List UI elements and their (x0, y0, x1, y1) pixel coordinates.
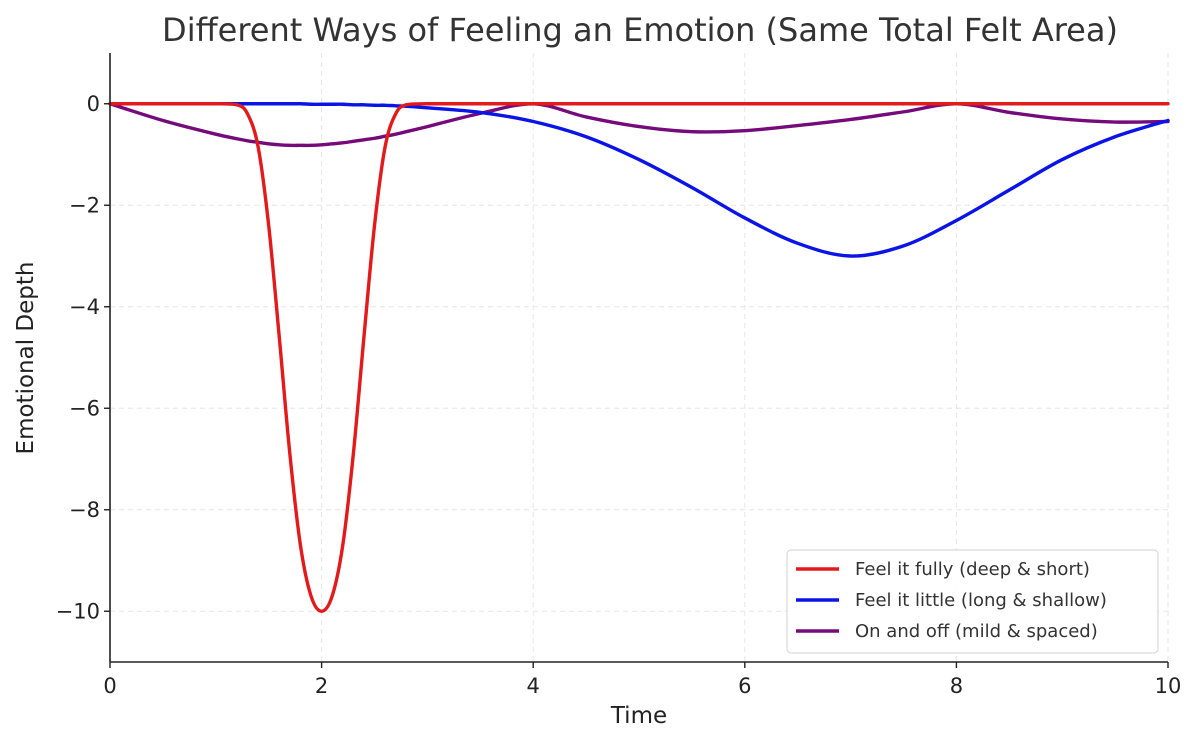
y-tick-label: −6 (69, 396, 100, 420)
plot-lines (108, 102, 1170, 613)
x-tick-label: 0 (103, 674, 116, 698)
x-tick-label: 2 (315, 674, 328, 698)
legend-box (786, 549, 1159, 654)
x-tick-label: 4 (527, 674, 540, 698)
legend-label-feel-it-fully: Feel it fully (deep & short) (855, 559, 1090, 580)
chart-title: Different Ways of Feeling an Emotion (Sa… (162, 11, 1118, 49)
y-tick-label: −8 (69, 498, 100, 522)
legend: Feel it fully (deep & short) Feel it litt… (786, 549, 1159, 654)
y-tick-label: −4 (69, 295, 100, 319)
axes (104, 53, 1169, 668)
x-tick-label: 6 (738, 674, 751, 698)
y-tick-label: −10 (56, 599, 100, 623)
x-tick-label: 10 (1155, 674, 1182, 698)
x-axis-title: Time (610, 703, 667, 729)
y-tick-label: 0 (87, 92, 100, 116)
legend-label-feel-it-little: Feel it little (long & shallow) (855, 590, 1107, 611)
y-tick-label: −2 (69, 193, 100, 217)
x-tick-label: 8 (950, 674, 963, 698)
series-line-feel-it-little (108, 102, 1170, 258)
y-axis-title: Emotional Depth (13, 262, 39, 455)
series-line-feel-it-fully (108, 102, 1170, 613)
legend-label-on-and-off: On and off (mild & spaced) (855, 621, 1098, 642)
tick-labels: 0 2 4 6 8 10 0 −2 −4 −6 −8 −10 (56, 92, 1182, 698)
series-line-on-and-off (108, 102, 1170, 148)
